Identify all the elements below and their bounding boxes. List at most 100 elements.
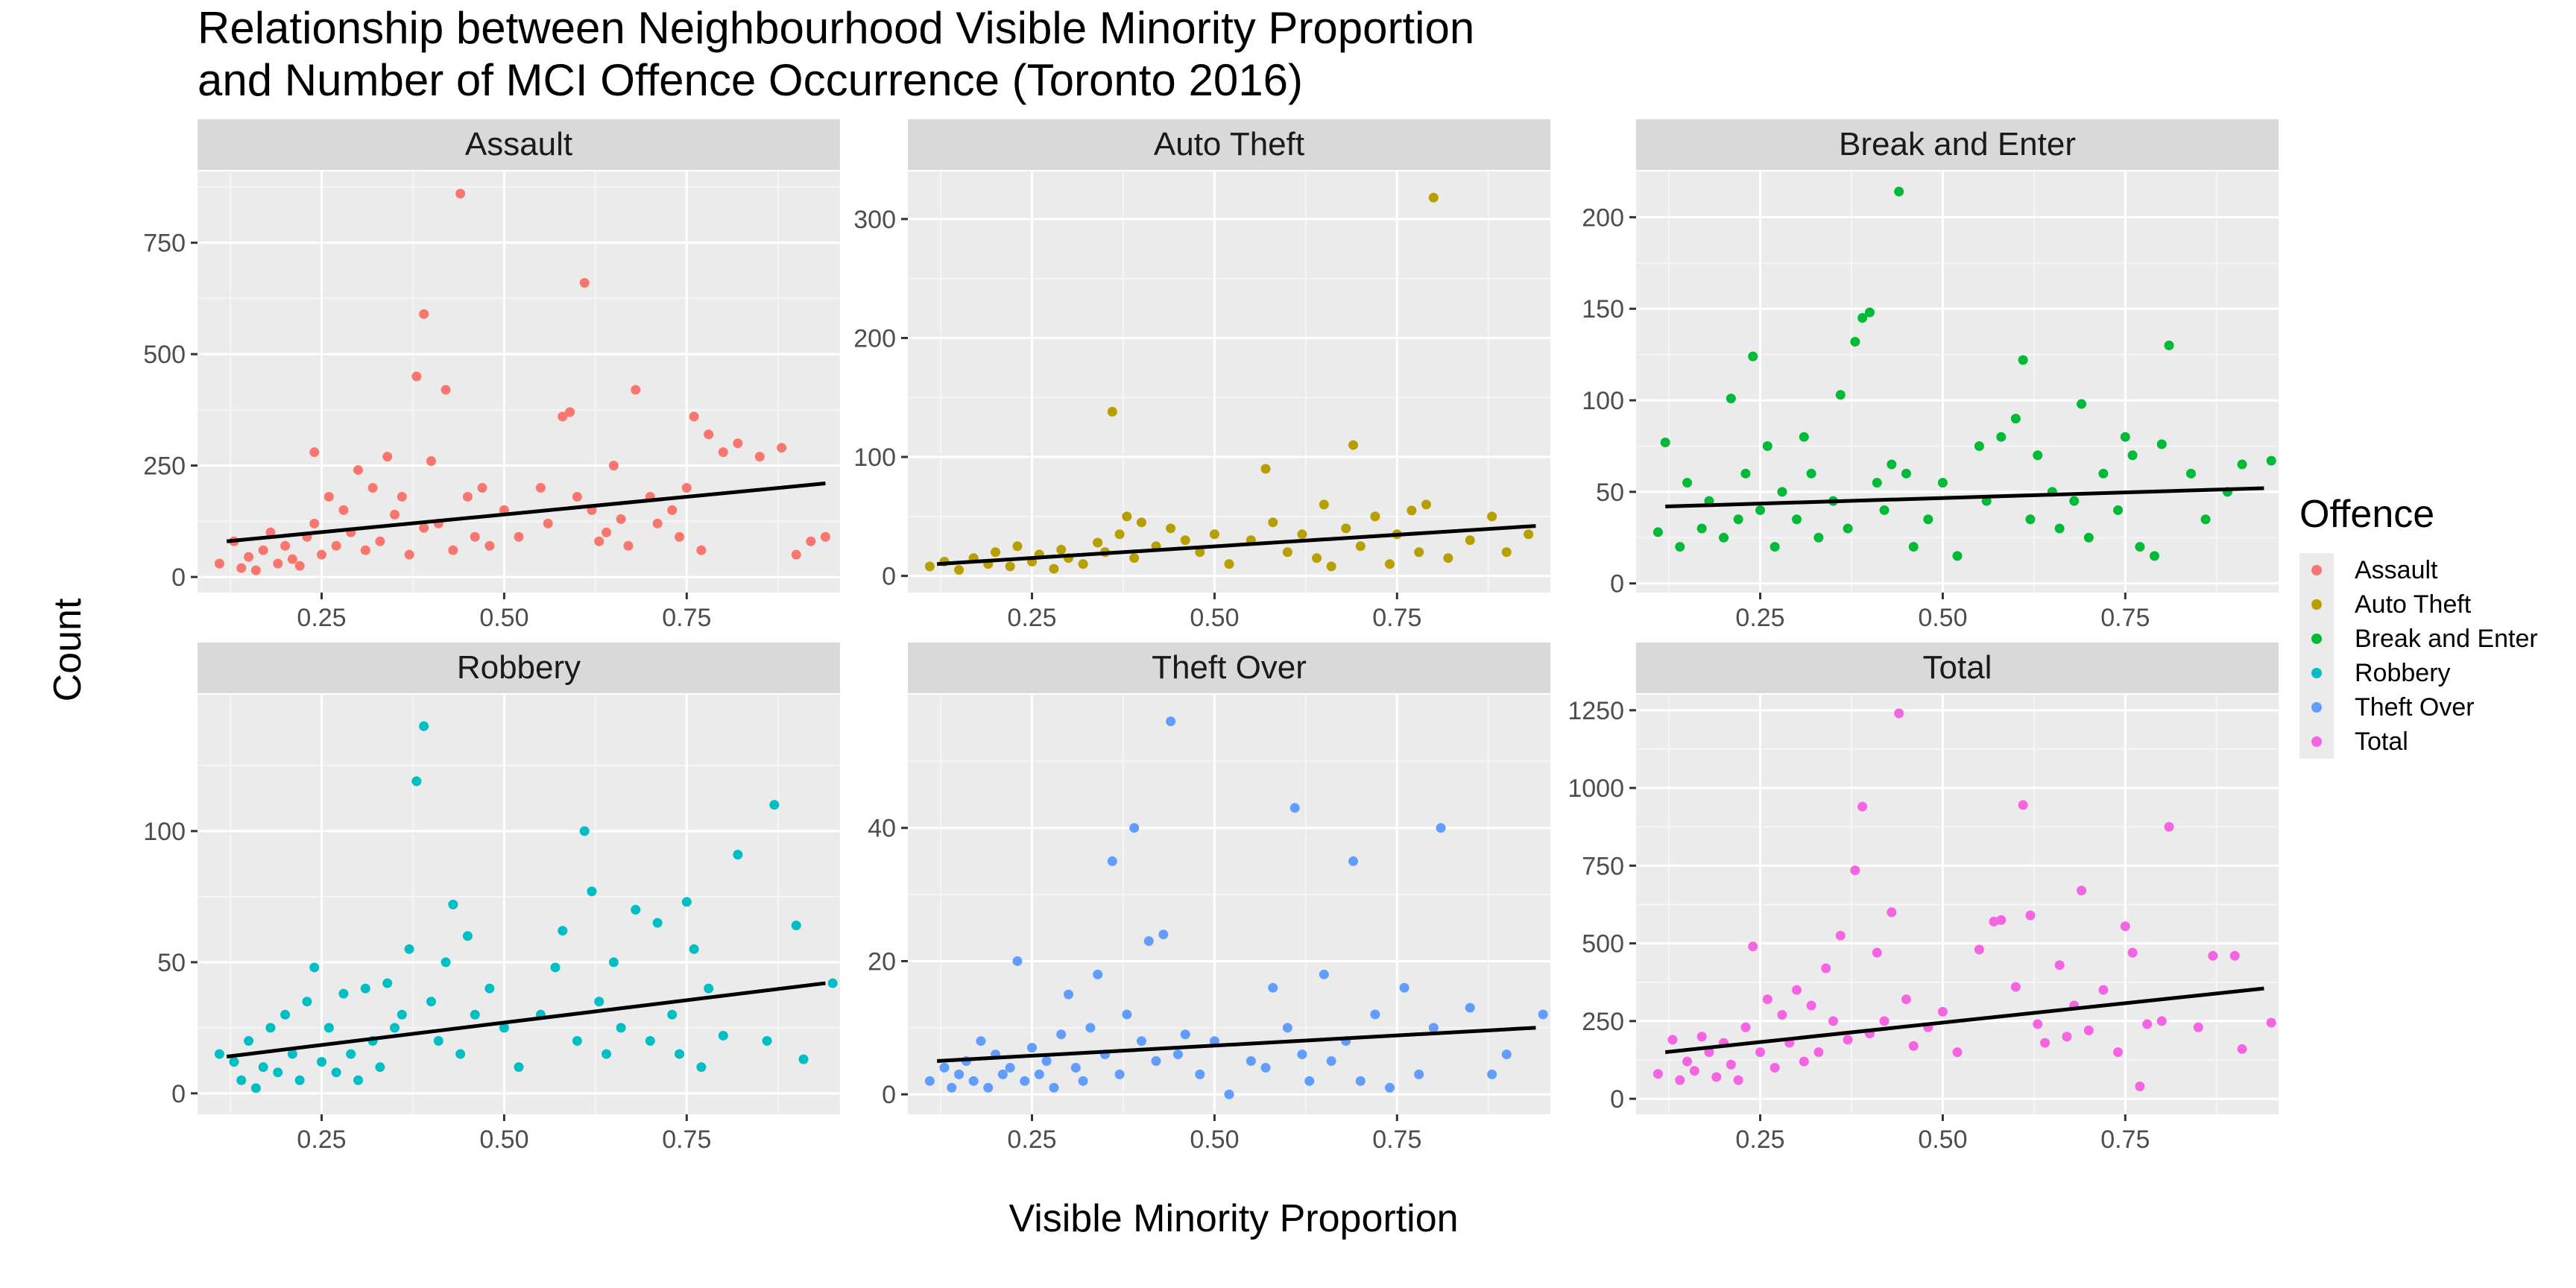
data-point xyxy=(1719,532,1729,543)
data-point xyxy=(1989,916,1999,926)
data-point xyxy=(273,558,283,569)
x-tick-label: 0.75 xyxy=(2100,1126,2150,1154)
data-point xyxy=(1005,561,1015,572)
data-point xyxy=(798,1054,809,1064)
data-point xyxy=(244,552,254,562)
data-point xyxy=(1319,969,1329,979)
facet-strip-label: Total xyxy=(1923,649,1992,686)
data-point xyxy=(346,1049,356,1059)
data-point xyxy=(689,944,699,954)
data-point xyxy=(1326,561,1336,572)
data-point xyxy=(309,518,320,528)
data-point xyxy=(1385,1082,1395,1093)
trend-line xyxy=(937,524,1536,566)
data-point xyxy=(968,1076,979,1086)
data-point xyxy=(1792,985,1802,995)
x-tick-label: 0.50 xyxy=(479,1126,528,1154)
data-point xyxy=(426,997,436,1007)
data-point xyxy=(455,189,466,199)
data-point xyxy=(2098,985,2109,995)
x-tick-label: 0.75 xyxy=(2100,604,2150,632)
data-point xyxy=(1813,532,1824,543)
data-point xyxy=(1799,432,1809,442)
legend-key xyxy=(2299,690,2334,724)
chart-title-line-1: Relationship between Neighbourhood Visib… xyxy=(198,3,1474,53)
data-point xyxy=(397,1009,407,1020)
y-tick-label: 200 xyxy=(1582,203,1624,232)
data-point xyxy=(317,549,327,560)
data-point xyxy=(2069,496,2080,506)
data-point xyxy=(1246,1056,1256,1067)
data-point xyxy=(477,482,487,493)
data-point xyxy=(470,531,480,542)
data-point xyxy=(441,385,451,395)
x-tick-label: 0.25 xyxy=(1735,1126,1784,1154)
data-point xyxy=(1304,1076,1315,1086)
data-point xyxy=(667,1009,678,1020)
data-point xyxy=(2098,468,2109,479)
data-point xyxy=(1864,307,1875,318)
data-point xyxy=(681,482,692,493)
data-point xyxy=(769,800,780,810)
facet-strip-label: Auto Theft xyxy=(1154,126,1304,162)
data-point xyxy=(1872,947,1882,958)
data-point xyxy=(323,1023,334,1033)
data-point xyxy=(294,1075,305,1085)
facet-strip-label: Assault xyxy=(465,126,572,162)
data-point xyxy=(1696,523,1707,534)
data-point xyxy=(2200,514,2211,525)
data-point xyxy=(1421,499,1431,510)
data-point xyxy=(1093,537,1103,548)
facet-strip xyxy=(198,643,840,693)
data-point xyxy=(360,545,370,555)
y-tick-label: 0 xyxy=(1610,1085,1624,1114)
legend-dot xyxy=(2311,565,2322,575)
data-point xyxy=(236,1075,247,1085)
data-point xyxy=(1770,542,1780,552)
data-point xyxy=(1385,559,1395,569)
data-point xyxy=(991,547,1001,558)
data-point xyxy=(1224,1089,1234,1099)
panel-auto-theft: Auto Theft 0 100 200 300 0.25 0.50 0.75 xyxy=(853,119,1550,632)
data-point xyxy=(791,921,801,931)
data-point xyxy=(976,1036,986,1046)
data-point xyxy=(704,429,714,440)
data-point xyxy=(1901,994,1911,1005)
data-point xyxy=(954,565,965,575)
data-point xyxy=(1711,1072,1722,1082)
data-point xyxy=(550,962,561,973)
data-point xyxy=(1348,440,1359,450)
data-point xyxy=(2010,414,2021,424)
data-point xyxy=(754,452,765,462)
data-point xyxy=(2083,1025,2094,1035)
data-point xyxy=(1682,1056,1693,1067)
data-point xyxy=(1952,551,1963,561)
panel-background xyxy=(198,695,840,1114)
legend-item-total: Total xyxy=(2299,724,2538,759)
legend-key xyxy=(2299,553,2334,587)
x-axis-label: Visible Minority Proportion xyxy=(1008,1197,1458,1240)
data-point xyxy=(1326,1056,1336,1067)
legend-dot xyxy=(2311,634,2322,644)
data-point xyxy=(411,371,422,382)
data-point xyxy=(1070,1062,1081,1073)
data-point xyxy=(250,1083,261,1093)
y-tick-label: 100 xyxy=(143,818,186,846)
data-point xyxy=(1034,1069,1044,1079)
y-tick-label: 50 xyxy=(1596,479,1624,507)
data-point xyxy=(1122,1009,1132,1020)
data-point xyxy=(1166,523,1176,534)
y-tick-label: 150 xyxy=(1582,295,1624,323)
data-point xyxy=(1908,542,1919,552)
data-point xyxy=(1755,505,1766,515)
data-point xyxy=(1652,1069,1663,1079)
data-point xyxy=(1312,553,1322,564)
data-point xyxy=(1879,505,1890,515)
data-point xyxy=(317,1057,327,1067)
data-point xyxy=(419,523,429,533)
x-tick-label: 0.75 xyxy=(1372,1126,1421,1154)
data-point xyxy=(2135,1081,2145,1091)
x-tick-label: 0.50 xyxy=(1918,604,1967,632)
data-point xyxy=(1282,1023,1292,1033)
